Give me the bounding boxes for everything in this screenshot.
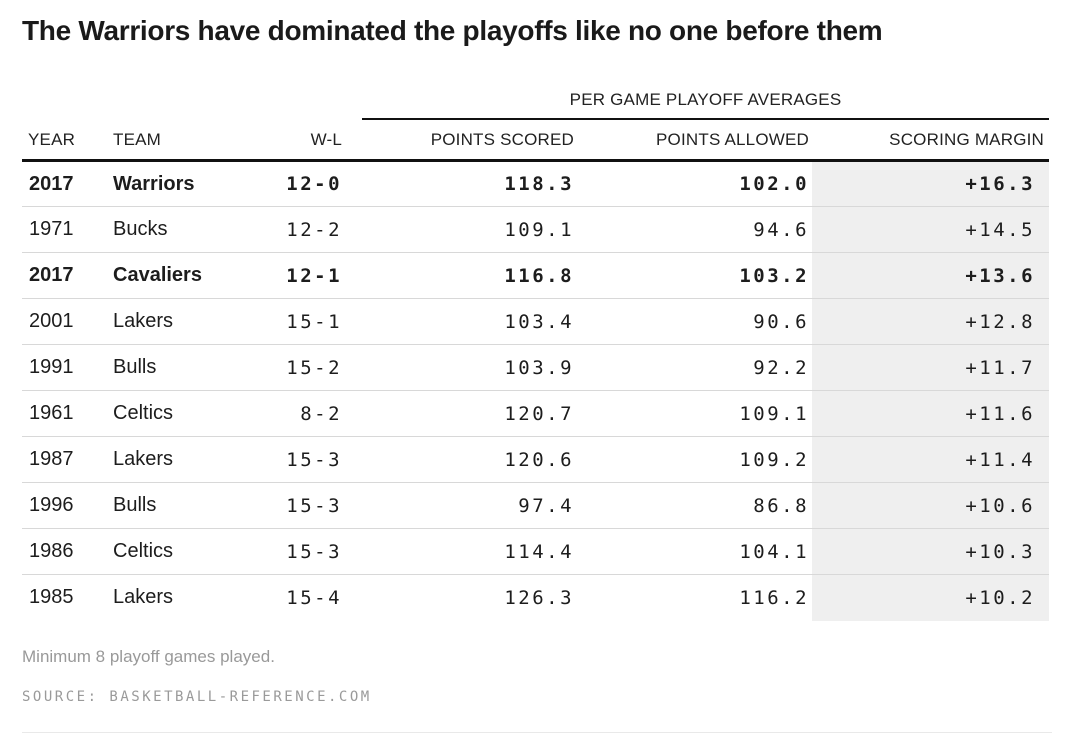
scoring-margin-cell: +16.3: [812, 160, 1050, 207]
points-allowed-cell: 109.2: [577, 436, 813, 483]
year-cell: 1961: [22, 390, 112, 437]
year-cell: 1991: [22, 344, 112, 391]
table-row: 1961 Celtics 8-2 120.7 109.1 +11.6: [22, 390, 1050, 437]
group-header-row: PER GAME PLAYOFF AVERAGES: [22, 90, 1050, 120]
table-row: 1996 Bulls 15-3 97.4 86.8 +10.6: [22, 482, 1050, 529]
points-scored-cell: 120.6: [362, 436, 578, 483]
table-row: 2017 Warriors 12-0 118.3 102.0 +16.3: [22, 160, 1050, 207]
points-scored-cell: 103.4: [362, 298, 578, 345]
footnote: Minimum 8 playoff games played.: [22, 646, 275, 666]
col-header-win-loss: W-L: [262, 119, 363, 162]
win-loss-cell: 15-1: [262, 298, 363, 345]
col-header-points-scored: POINTS SCORED: [362, 119, 578, 162]
bottom-divider: [22, 731, 1052, 733]
points-allowed-cell: 92.2: [577, 344, 813, 391]
group-header-label: PER GAME PLAYOFF AVERAGES: [362, 90, 1050, 120]
year-cell: 2001: [22, 298, 112, 345]
win-loss-cell: 12-2: [262, 206, 363, 253]
scoring-margin-cell: +14.5: [812, 206, 1050, 253]
team-cell: Lakers: [112, 298, 262, 345]
points-allowed-cell: 90.6: [577, 298, 813, 345]
team-cell: Warriors: [113, 172, 195, 195]
table-row: 1971 Bucks 12-2 109.1 94.6 +14.5: [22, 206, 1050, 253]
scoring-margin-cell: +13.6: [812, 252, 1050, 299]
column-header-row: YEAR TEAM W-L POINTS SCORED POINTS ALLOW…: [22, 119, 1050, 162]
scoring-margin-cell: +10.3: [812, 528, 1050, 575]
team-cell: Lakers: [112, 574, 262, 621]
points-scored-cell: 109.1: [362, 206, 578, 253]
points-allowed-cell: 104.1: [577, 528, 813, 575]
points-allowed-cell: 102.0: [739, 173, 810, 195]
points-scored-cell: 118.3: [504, 173, 575, 195]
scoring-margin-cell: +11.4: [812, 436, 1050, 483]
points-scored-cell: 114.4: [362, 528, 578, 575]
year-cell: 1971: [22, 206, 112, 253]
points-scored-cell: 103.9: [362, 344, 578, 391]
win-loss-cell: 15-3: [262, 436, 363, 483]
source-credit: SOURCE: BASKETBALL-REFERENCE.COM: [22, 688, 372, 705]
playoff-averages-table: PER GAME PLAYOFF AVERAGES YEAR TEAM W-L …: [22, 90, 1050, 621]
team-cell: Cavaliers: [112, 252, 262, 299]
points-scored-cell: 120.7: [362, 390, 578, 437]
group-header-spacer: [22, 90, 362, 119]
table-row: 1985 Lakers 15-4 126.3 116.2 +10.2: [22, 574, 1050, 621]
win-loss-cell: 12-0: [286, 173, 343, 195]
table-row: 1986 Celtics 15-3 114.4 104.1 +10.3: [22, 528, 1050, 575]
win-loss-cell: 15-3: [262, 482, 363, 529]
team-cell: Bulls: [112, 482, 262, 529]
team-cell: Celtics: [112, 390, 262, 437]
team-cell: Bulls: [112, 344, 262, 391]
col-header-team: TEAM: [112, 119, 262, 162]
year-cell: 1987: [22, 436, 112, 483]
table-row: 2001 Lakers 15-1 103.4 90.6 +12.8: [22, 298, 1050, 345]
scoring-margin-cell: +10.2: [812, 574, 1050, 621]
col-header-points-allowed: POINTS ALLOWED: [577, 119, 813, 162]
table-body: 2017 Warriors 12-0 118.3 102.0 +16.3 1971 Bucks…: [22, 160, 1050, 621]
scoring-margin-cell: +12.8: [812, 298, 1050, 345]
col-header-scoring-margin: SCORING MARGIN: [812, 119, 1050, 162]
year-cell: 1986: [22, 528, 112, 575]
points-scored-cell: 97.4: [362, 482, 578, 529]
year-cell: 2017: [29, 172, 74, 195]
points-allowed-cell: 94.6: [577, 206, 813, 253]
table-row: 2017 Cavaliers 12-1 116.8 103.2 +13.6: [22, 252, 1050, 299]
team-cell: Lakers: [112, 436, 262, 483]
year-cell: 1985: [22, 574, 112, 621]
year-cell: 2017: [22, 252, 112, 299]
table-row: 1987 Lakers 15-3 120.6 109.2 +11.4: [22, 436, 1050, 483]
page-title: The Warriors have dominated the playoffs…: [22, 15, 883, 46]
win-loss-cell: 15-3: [262, 528, 363, 575]
points-allowed-cell: 116.2: [577, 574, 813, 621]
points-scored-cell: 126.3: [362, 574, 578, 621]
table-row: 1991 Bulls 15-2 103.9 92.2 +11.7: [22, 344, 1050, 391]
team-cell: Bucks: [112, 206, 262, 253]
scoring-margin-cell: +11.6: [812, 390, 1050, 437]
win-loss-cell: 12-1: [262, 252, 363, 299]
win-loss-cell: 8-2: [262, 390, 363, 437]
year-cell: 1996: [22, 482, 112, 529]
scoring-margin-cell: +11.7: [812, 344, 1050, 391]
scoring-margin-cell: +10.6: [812, 482, 1050, 529]
win-loss-cell: 15-4: [262, 574, 363, 621]
col-header-year: YEAR: [22, 119, 112, 162]
team-cell: Celtics: [112, 528, 262, 575]
points-allowed-cell: 103.2: [577, 252, 813, 299]
points-scored-cell: 116.8: [362, 252, 578, 299]
points-allowed-cell: 86.8: [577, 482, 813, 529]
points-allowed-cell: 109.1: [577, 390, 813, 437]
win-loss-cell: 15-2: [262, 344, 363, 391]
